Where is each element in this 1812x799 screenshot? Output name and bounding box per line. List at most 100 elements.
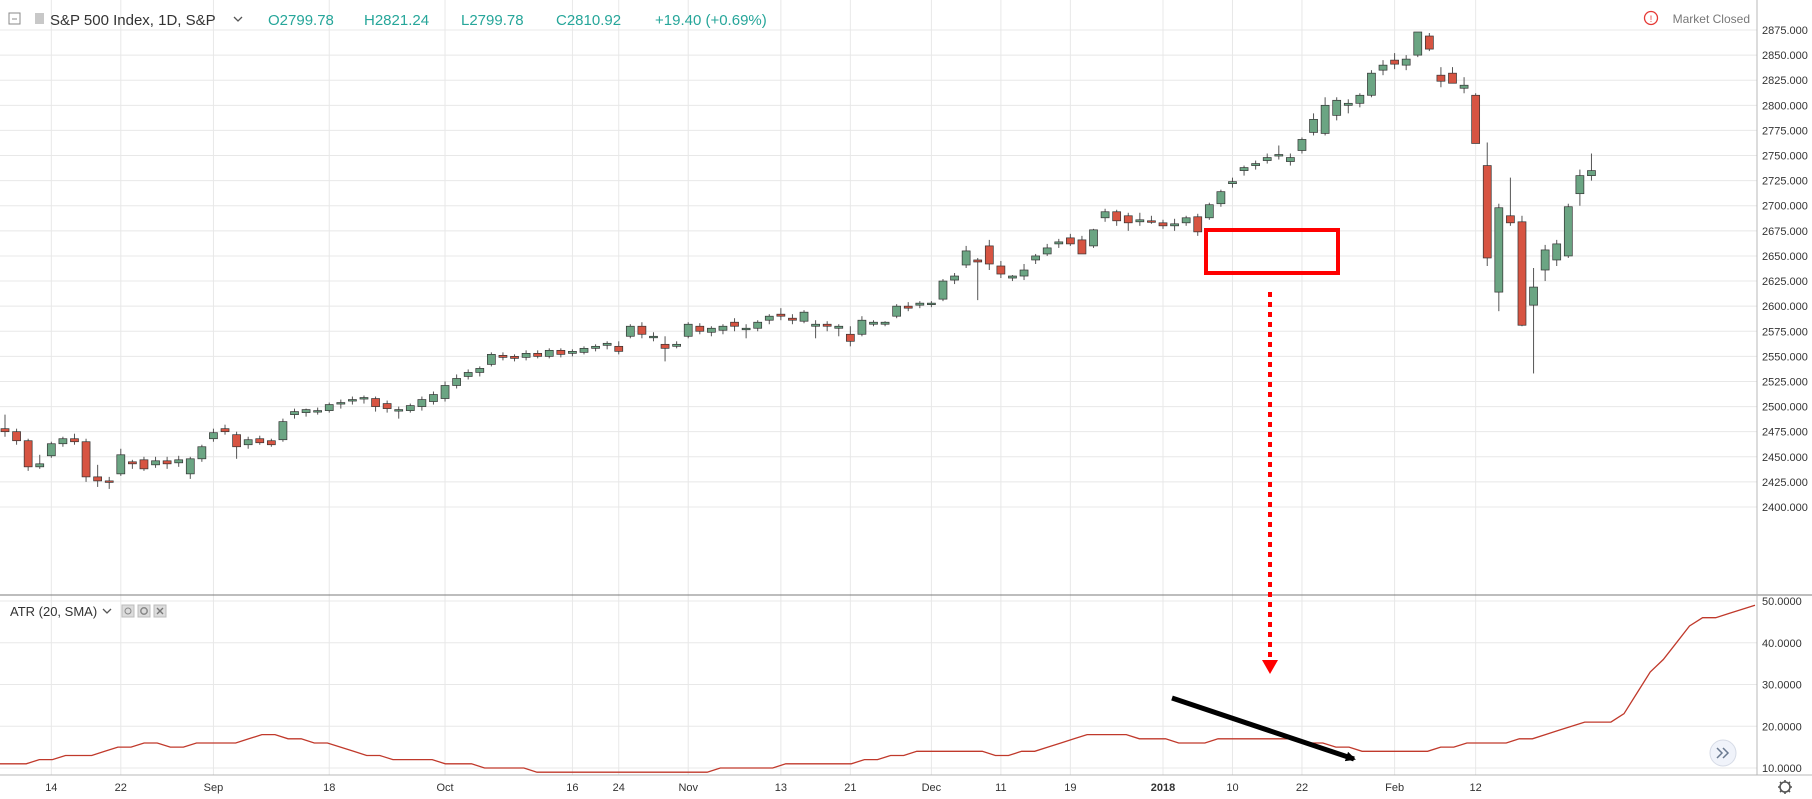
atr-line bbox=[0, 604, 1756, 773]
candle bbox=[1262, 153, 1272, 164]
atr-label[interactable]: ATR (20, SMA) bbox=[10, 604, 97, 619]
candle-body bbox=[1239, 167, 1249, 171]
time-tick-label: Oct bbox=[436, 782, 453, 794]
candle bbox=[649, 332, 658, 342]
gear-icon[interactable] bbox=[137, 604, 151, 618]
candle bbox=[718, 324, 728, 335]
candle-body bbox=[255, 438, 265, 444]
chevron-down-icon[interactable] bbox=[102, 608, 112, 614]
time-tick-label: 22 bbox=[115, 782, 127, 794]
candle bbox=[753, 320, 763, 332]
candle-body bbox=[927, 302, 936, 305]
candle-body bbox=[463, 372, 473, 377]
price-tick-label: 2800.000 bbox=[1762, 100, 1808, 112]
candle-body bbox=[672, 343, 681, 347]
candle-body bbox=[139, 459, 149, 470]
candle bbox=[463, 369, 473, 380]
candle bbox=[371, 396, 380, 412]
high-value: H2821.24 bbox=[364, 12, 429, 29]
time-tick-label: 19 bbox=[1064, 782, 1076, 794]
candle bbox=[1517, 215, 1527, 327]
candle-body bbox=[625, 325, 635, 337]
candle-body bbox=[984, 245, 994, 265]
settings-button[interactable] bbox=[1778, 780, 1792, 794]
main-grid bbox=[0, 0, 1757, 595]
candle-body bbox=[301, 409, 311, 413]
candle-body bbox=[23, 440, 33, 468]
candle bbox=[892, 304, 902, 319]
candle-body bbox=[1251, 163, 1260, 166]
time-tick-label: 21 bbox=[844, 782, 856, 794]
price-tick-label: 2725.000 bbox=[1762, 176, 1808, 188]
candle-body bbox=[1390, 59, 1399, 65]
close-value: C2810.92 bbox=[556, 12, 621, 29]
candle bbox=[579, 346, 589, 355]
candle-body bbox=[0, 428, 10, 433]
eye-icon[interactable] bbox=[121, 604, 135, 618]
candle-body bbox=[1424, 35, 1434, 50]
price-tick-label: 2775.000 bbox=[1762, 125, 1808, 137]
price-tick-label: 2825.000 bbox=[1762, 75, 1808, 87]
candle-body bbox=[602, 342, 612, 346]
price-axis[interactable]: 2875.000 2850.000 2825.000 2800.000 2775.000… bbox=[1762, 25, 1808, 514]
candle-body bbox=[1135, 219, 1145, 223]
candle bbox=[336, 399, 346, 409]
candle-body bbox=[1343, 102, 1353, 106]
candle bbox=[1239, 165, 1249, 176]
price-tick-label: 2850.000 bbox=[1762, 50, 1808, 62]
candle-body bbox=[220, 428, 230, 433]
candle bbox=[1286, 153, 1295, 166]
candle bbox=[741, 324, 751, 339]
candle-body bbox=[93, 476, 102, 482]
candle bbox=[1147, 215, 1156, 224]
time-axis[interactable]: 14 22 Sep 18 Oct 16 24 Nov 13 21 Dec 11 19 2018 10 22 Fe… bbox=[45, 782, 1482, 794]
candle bbox=[324, 402, 334, 413]
candle bbox=[1054, 238, 1064, 248]
candle-body bbox=[1367, 72, 1376, 96]
candle bbox=[313, 407, 323, 415]
time-tick-label: 12 bbox=[1470, 782, 1482, 794]
candle-body bbox=[683, 323, 693, 337]
candle-body bbox=[869, 321, 878, 325]
candle-body bbox=[1089, 229, 1098, 247]
time-tick-label: Nov bbox=[678, 782, 698, 794]
candle-body bbox=[1204, 204, 1214, 219]
candle bbox=[1019, 263, 1029, 281]
candle bbox=[232, 431, 241, 459]
candle bbox=[58, 436, 68, 447]
candle bbox=[845, 326, 855, 347]
candle-body bbox=[1008, 275, 1017, 279]
time-tick-label: 16 bbox=[566, 782, 578, 794]
price-tick-label: 2550.000 bbox=[1762, 351, 1808, 363]
candle bbox=[359, 395, 369, 404]
candle-body bbox=[128, 461, 137, 465]
candle bbox=[81, 438, 91, 482]
candle-body bbox=[1019, 269, 1029, 277]
candle-body bbox=[278, 421, 288, 441]
candle bbox=[382, 400, 392, 413]
candle-body bbox=[1309, 119, 1318, 133]
candle bbox=[128, 459, 137, 469]
candle-body bbox=[822, 323, 832, 327]
candle bbox=[1100, 208, 1110, 222]
candle-body bbox=[417, 399, 427, 407]
symbol-title[interactable]: S&P 500 Index, 1D, S&P bbox=[50, 12, 216, 29]
candle-body bbox=[753, 321, 763, 329]
candle bbox=[1089, 228, 1098, 248]
candle-body bbox=[845, 333, 855, 342]
atr-axis[interactable]: 50.0000 40.0000 30.0000 20.0000 10.0000 bbox=[1762, 596, 1802, 775]
candle-body bbox=[614, 345, 624, 352]
candle-body bbox=[452, 378, 461, 386]
candle bbox=[1552, 239, 1562, 266]
candle bbox=[162, 456, 172, 469]
candle-body bbox=[707, 327, 716, 333]
candle-body bbox=[741, 327, 751, 331]
candle bbox=[487, 352, 496, 367]
close-icon-mark bbox=[156, 607, 164, 615]
candle-body bbox=[1540, 249, 1550, 271]
candle-body bbox=[1228, 181, 1237, 184]
candle bbox=[510, 354, 519, 362]
chevron-down-icon[interactable] bbox=[233, 16, 243, 22]
candle bbox=[139, 456, 149, 471]
